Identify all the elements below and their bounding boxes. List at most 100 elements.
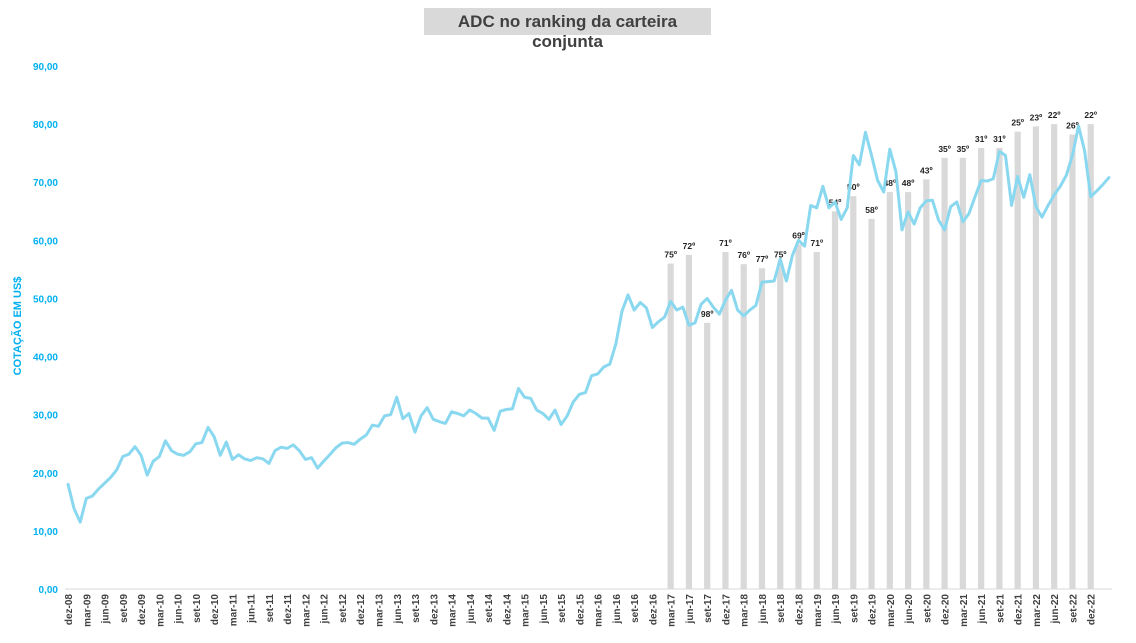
rank-label: 50º (847, 182, 860, 192)
x-tick-label: set-09 (119, 594, 130, 623)
rank-label: 26º (1066, 121, 1079, 131)
x-tick-label: jun-21 (977, 594, 988, 625)
x-tick-label: dez-18 (795, 594, 806, 626)
x-tick-label: set-20 (922, 594, 933, 623)
rank-bar (886, 192, 893, 589)
x-tick-label: jun-14 (466, 594, 477, 625)
x-tick-label: mar-14 (448, 594, 459, 627)
x-tick-label: jun-09 (101, 594, 112, 625)
x-tick-label: mar-10 (155, 594, 166, 627)
chart-title: ADC no ranking da carteira conjunta (457, 12, 678, 51)
rank-label: 76º (737, 250, 750, 260)
rank-bar (996, 147, 1003, 590)
x-tick-label: set-21 (995, 594, 1006, 623)
x-tick-label: set-16 (630, 594, 641, 623)
x-tick-label: mar-15 (521, 594, 532, 627)
x-tick-label: dez-21 (1014, 594, 1025, 626)
x-tick-label: dez-17 (721, 594, 732, 626)
x-tick-label: set-17 (703, 594, 714, 623)
rank-label: 25º (1011, 118, 1024, 128)
bar-series (667, 124, 1094, 590)
rank-label: 71º (719, 238, 732, 248)
rank-bar (685, 254, 693, 589)
x-tick-label: set-10 (192, 594, 203, 623)
price-line (66, 124, 1111, 524)
y-tick-label: 20,00 (33, 469, 58, 480)
price-series (66, 124, 1111, 524)
y-tick-label: 50,00 (33, 294, 58, 305)
x-tick-label: dez-10 (210, 594, 221, 626)
rank-bar (813, 251, 820, 589)
chart-title-box: ADC no ranking da carteira conjunta (424, 8, 711, 51)
x-tick-label: jun-13 (393, 594, 404, 625)
rank-bar (1032, 126, 1040, 590)
x-tick-label: dez-22 (1087, 594, 1098, 626)
x-tick-label: mar-21 (959, 594, 970, 627)
x-tick-label: jun-18 (758, 594, 769, 625)
rank-bar (667, 263, 674, 589)
x-tick-label: mar-20 (886, 594, 897, 627)
x-tick-label: jun-15 (539, 594, 550, 625)
x-tick-label: dez-19 (868, 594, 879, 626)
x-tick-label: mar-17 (667, 594, 678, 627)
x-tick-label: mar-16 (594, 594, 605, 627)
x-tick-label: mar-18 (740, 594, 751, 627)
rank-bar (959, 157, 966, 589)
rank-bar (722, 251, 729, 589)
rank-label: 35º (938, 144, 951, 154)
x-tick-label: mar-22 (1032, 594, 1043, 627)
rank-bar (941, 157, 948, 589)
x-tick-label: jun-10 (174, 594, 185, 625)
rank-label: 77º (756, 254, 769, 264)
rank-bar (978, 147, 985, 590)
x-tick-label: jun-16 (612, 594, 623, 625)
x-tick-label: jun-20 (904, 594, 915, 625)
y-tick-label: 60,00 (33, 236, 58, 247)
x-tick-label: jun-17 (685, 594, 696, 625)
rank-label: 72º (683, 241, 696, 251)
rank-label: 31º (993, 134, 1006, 144)
rank-label: 35º (957, 144, 970, 154)
rank-label: 98º (701, 309, 714, 319)
rank-label: 69º (792, 230, 805, 240)
y-axis: 0,00 10,00 20,00 30,00 40,00 50,00 60,00 70,00 8… (33, 62, 58, 596)
rank-label: 22º (1048, 110, 1061, 120)
x-tick-label: set-11 (265, 594, 276, 623)
x-tick-label: mar-09 (82, 594, 93, 627)
x-tick-label: set-18 (776, 594, 787, 623)
rank-bar (850, 196, 857, 589)
rank-bar (1087, 124, 1094, 589)
rank-bar (904, 192, 912, 589)
x-tick-label: dez-14 (502, 594, 513, 626)
x-tick-label: dez-11 (283, 594, 294, 625)
x-tick-label: jun-11 (247, 594, 258, 624)
rank-bar (923, 179, 930, 590)
x-tick-label: set-14 (484, 594, 495, 623)
y-tick-label: 40,00 (33, 353, 58, 364)
x-tick-label: set-12 (338, 594, 349, 623)
x-tick-label: jun-19 (831, 594, 842, 625)
y-axis-label: COTAÇÃO EM US$ (11, 277, 24, 376)
x-tick-label: set-15 (557, 594, 568, 623)
rank-label: 43º (920, 165, 933, 175)
rank-label: 22º (1084, 110, 1097, 120)
x-axis: dez-08 mar-09 jun-09 set-09 dez-09 mar-10 jun-… (64, 588, 1112, 627)
x-tick-label: dez-08 (64, 594, 75, 626)
rank-bar (868, 218, 875, 590)
x-tick-label: jun-12 (320, 594, 331, 625)
x-tick-label: dez-16 (648, 594, 659, 626)
y-tick-label: 80,00 (33, 120, 58, 131)
x-tick-label: dez-12 (356, 594, 367, 626)
x-tick-label: mar-19 (813, 594, 824, 627)
rank-label: 23º (1030, 112, 1043, 122)
y-tick-label: 90,00 (33, 62, 58, 73)
rank-label: 48º (902, 178, 915, 188)
rank-bar (777, 263, 784, 589)
x-tick-label: set-13 (411, 594, 422, 623)
y-tick-label: 10,00 (33, 527, 58, 538)
y-tick-label: 0,00 (39, 585, 59, 596)
rank-bar (1051, 124, 1058, 589)
x-tick-label: set-22 (1068, 594, 1079, 623)
